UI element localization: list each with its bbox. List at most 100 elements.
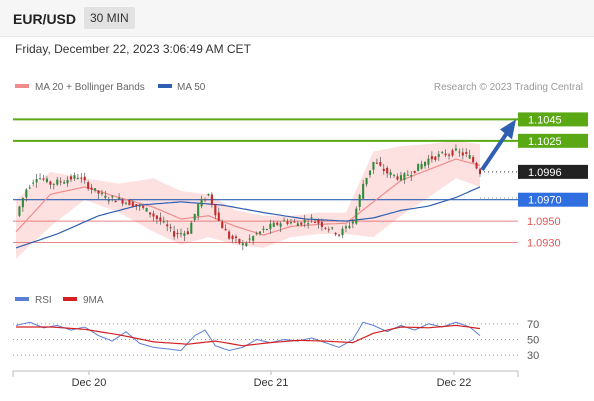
candle-body [49, 181, 52, 185]
candle-body [427, 158, 430, 165]
candle-body [286, 221, 289, 224]
candle-body [386, 167, 389, 174]
candle-body [289, 222, 292, 224]
candle-body [341, 228, 344, 236]
candle-body [389, 172, 392, 176]
candle-body [379, 161, 382, 166]
candle-body [124, 202, 128, 204]
rsi-legend-swatch [15, 297, 29, 301]
bollinger-bands [16, 140, 480, 259]
candle-body [382, 168, 385, 171]
candle-body [441, 152, 444, 154]
candle-body [406, 174, 409, 176]
candle-body [217, 212, 220, 221]
candle-body [97, 190, 100, 194]
x-label-dec-22: Dec 22 [437, 377, 472, 389]
candle-body [472, 157, 475, 163]
candle-body [241, 243, 244, 246]
candle-body [39, 178, 42, 180]
candle-body [300, 222, 303, 225]
candle-body [303, 220, 306, 223]
candle-body [413, 170, 416, 173]
candle-body [238, 238, 241, 244]
level-label-1.0930: 1.0930 [527, 238, 561, 250]
candle-body [417, 163, 420, 172]
candle-body [204, 199, 207, 201]
x-label-dec-21: Dec 21 [254, 377, 289, 389]
candle-body [313, 222, 317, 224]
candle-body [111, 196, 114, 198]
candle-body [279, 223, 282, 227]
candle-body [169, 227, 172, 229]
candle-body [69, 176, 73, 180]
source-label: Research © 2023 Trading Central [434, 82, 583, 93]
candle-body [80, 177, 83, 179]
candle-body [35, 179, 38, 183]
timeframe-button[interactable]: 30 MIN [84, 7, 135, 29]
candle-body [224, 228, 227, 231]
candle-body [372, 161, 375, 170]
candle-body [468, 155, 471, 159]
candle-body [248, 238, 251, 240]
candle-body [451, 150, 454, 156]
candle-body [104, 195, 107, 198]
candle-body [228, 231, 231, 239]
candle-body [252, 236, 255, 241]
candle-body [331, 227, 334, 229]
candle-body [231, 235, 234, 240]
candle-body [293, 221, 296, 223]
candle-body [262, 228, 265, 230]
candle-body [255, 233, 258, 235]
rsi-panel: 70 50 30 [13, 319, 539, 362]
candle-body [179, 233, 183, 235]
candle-body [320, 222, 323, 227]
candle-body [32, 182, 35, 184]
candle-body [265, 229, 268, 231]
candle-body [142, 205, 145, 208]
candle-body [296, 223, 299, 226]
level-tag-1.0970 [518, 192, 588, 207]
candle-body [355, 208, 358, 224]
candle-body [461, 152, 464, 156]
candle-body [448, 154, 451, 156]
candle-body [135, 204, 138, 207]
bollinger-band-area [16, 140, 480, 259]
candle-body [100, 193, 103, 195]
candle-body [200, 198, 203, 207]
candle-body [131, 202, 134, 207]
candle-body [375, 162, 378, 164]
candle-body [276, 222, 279, 225]
candle-body [348, 225, 351, 228]
level-tag-1.1045 [518, 112, 588, 127]
ma20-line [15, 158, 481, 236]
candle-body [465, 152, 468, 154]
candle-body [351, 221, 354, 224]
candle-body [155, 215, 158, 219]
candle-body [107, 200, 110, 202]
candle-body [118, 197, 121, 199]
candle-body [173, 231, 176, 237]
candle-body [128, 199, 131, 206]
candle-body [56, 179, 59, 185]
candle-body [317, 220, 320, 224]
candle-body [63, 182, 66, 184]
candle-body [28, 187, 31, 189]
candle-body [434, 156, 437, 161]
candle-body [42, 178, 45, 180]
rsi-legend-label: RSI [35, 295, 52, 306]
candle-body [444, 153, 447, 156]
candle-body [399, 175, 402, 181]
candle-body [475, 162, 478, 169]
level-label-1.1045: 1.1045 [528, 114, 562, 126]
candle-body [52, 183, 55, 185]
price-annotations: 1.0996 [480, 119, 588, 199]
rsi-tick-30: 30 [527, 350, 539, 362]
timestamp: Friday, December 22, 2023 3:06:49 AM CET [15, 42, 251, 56]
ma50-legend-swatch [158, 84, 172, 88]
ma50-line [15, 186, 481, 249]
candle-body [166, 224, 169, 227]
candle-body [18, 206, 21, 216]
candle-body [437, 154, 440, 157]
ma50-legend-label: MA 50 [177, 82, 206, 93]
